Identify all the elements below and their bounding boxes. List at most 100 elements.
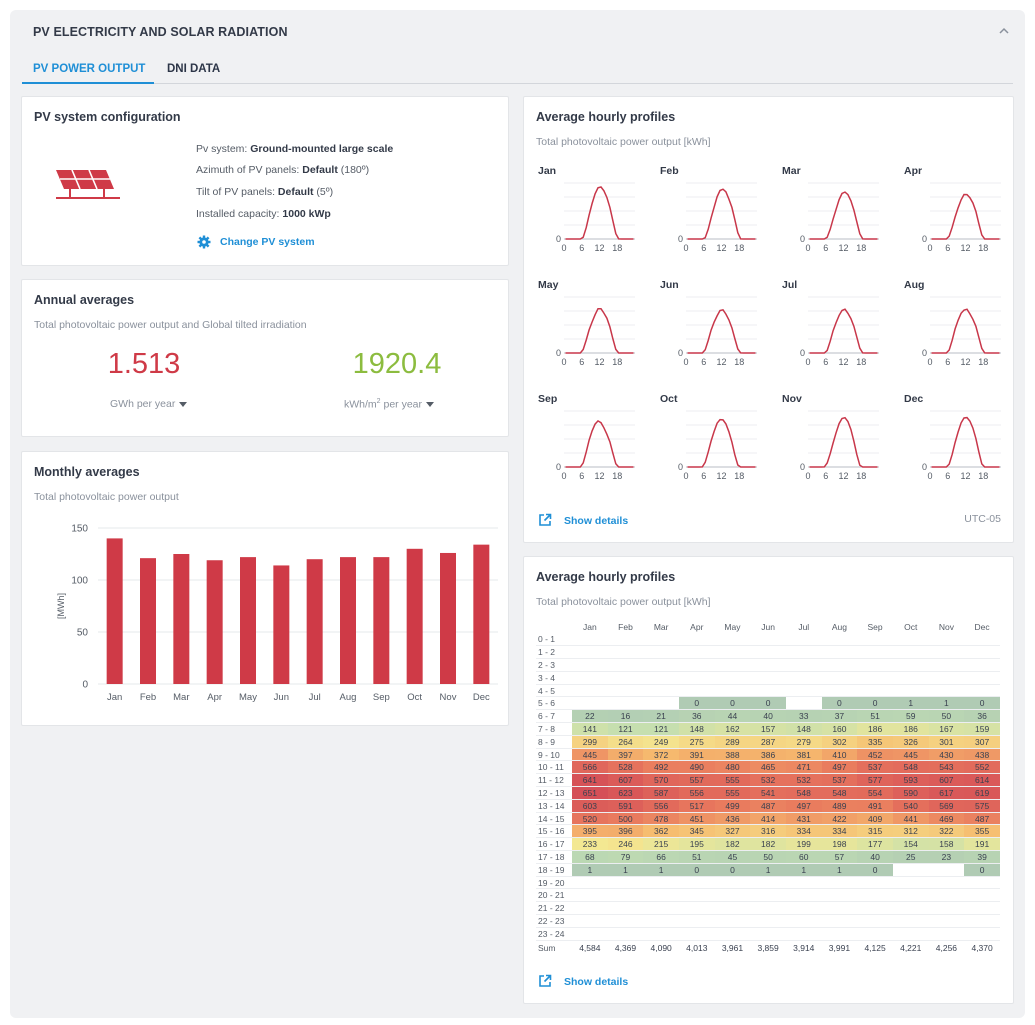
table-cell: 287 xyxy=(750,735,786,749)
bar-sep[interactable] xyxy=(373,557,390,684)
mini-chart-sep[interactable]: Sep 0 0 6 12 18 xyxy=(538,393,648,493)
bar-dec[interactable] xyxy=(473,544,490,684)
mini-chart-nov[interactable]: Nov 0 0 6 12 18 xyxy=(782,393,892,493)
table-cell: 334 xyxy=(785,824,822,839)
table-cell: 249 xyxy=(643,735,679,749)
chevron-up-icon[interactable] xyxy=(997,24,1011,38)
mini-chart-may[interactable]: May 0 0 6 12 18 xyxy=(538,279,648,379)
bar-jan[interactable] xyxy=(106,538,123,684)
table-cell xyxy=(714,876,751,890)
config-azimuth: Azimuth of PV panels: Default (180º) xyxy=(196,164,370,176)
mini-y-tick: 0 xyxy=(678,348,683,358)
table-cell: 487 xyxy=(750,799,786,813)
external-link-icon[interactable] xyxy=(538,513,552,527)
table-cell xyxy=(892,914,929,928)
y-tick-label: 0 xyxy=(82,680,88,691)
mini-x-tick: 6 xyxy=(579,471,584,481)
mini-chart-mar[interactable]: Mar 0 0 6 12 18 xyxy=(782,165,892,265)
bar-nov[interactable] xyxy=(440,552,456,684)
mini-x-tick: 18 xyxy=(978,243,988,253)
mini-chart-oct[interactable]: Oct 0 0 6 12 18 xyxy=(660,393,770,493)
table-cell xyxy=(892,671,929,685)
row-label: 4 - 5 xyxy=(536,684,572,698)
table-cell xyxy=(785,927,822,941)
mini-x-tick: 6 xyxy=(823,243,828,253)
table-cell xyxy=(785,645,822,660)
mini-x-tick: 6 xyxy=(945,471,950,481)
table-cell: 57 xyxy=(821,850,858,864)
table-cell: 0 xyxy=(714,696,751,711)
table-cell: 532 xyxy=(750,773,786,788)
tab-dni-data[interactable]: DNI DATA xyxy=(167,63,221,75)
tab-pv-power-output[interactable]: PV POWER OUTPUT xyxy=(33,63,146,75)
mini-chart-dec[interactable]: Dec 0 0 6 12 18 xyxy=(904,393,1014,493)
row-label: 19 - 20 xyxy=(536,876,572,890)
mini-x-tick: 12 xyxy=(838,357,848,367)
table-cell: 148 xyxy=(678,722,715,736)
show-details-link[interactable]: Show details xyxy=(564,515,629,527)
table-subtitle: Total photovoltaic power output [kWh] xyxy=(536,596,711,608)
table-cell: 548 xyxy=(892,760,929,775)
table-cell: 410 xyxy=(821,748,858,762)
table-cell: 381 xyxy=(785,748,822,762)
row-label: 9 - 10 xyxy=(536,748,572,762)
table-cell xyxy=(572,888,608,903)
column-header: Apr xyxy=(690,622,704,632)
table-cell: 587 xyxy=(643,786,679,800)
mini-chart-jun[interactable]: Jun 0 0 6 12 18 xyxy=(660,279,770,379)
mini-x-tick: 18 xyxy=(612,243,622,253)
mini-chart-jul[interactable]: Jul 0 0 6 12 18 xyxy=(782,279,892,379)
bar-feb[interactable] xyxy=(140,558,156,684)
row-label: 13 - 14 xyxy=(536,799,572,813)
external-link-icon[interactable] xyxy=(538,974,552,988)
pv-annual-value: 1.513 xyxy=(107,348,181,380)
table-cell xyxy=(643,645,679,660)
table-cell: 1 xyxy=(750,863,786,877)
table-cell: 157 xyxy=(750,722,786,736)
bar-apr[interactable] xyxy=(206,560,223,684)
table-cell: 575 xyxy=(964,799,1000,813)
bar-mar[interactable] xyxy=(173,554,190,684)
column-header: Jan xyxy=(582,622,597,632)
table-cell xyxy=(714,645,751,660)
table-cell: 45 xyxy=(714,850,751,864)
table-row: 19 - 20 xyxy=(536,876,1000,890)
table-cell: 159 xyxy=(964,722,1000,736)
mini-x-tick: 12 xyxy=(594,471,604,481)
table-cell xyxy=(964,671,1000,685)
table-cell: 577 xyxy=(857,773,893,788)
table-cell: 532 xyxy=(785,773,822,788)
mini-x-tick: 6 xyxy=(701,243,706,253)
x-tick-label: Sep xyxy=(373,692,390,703)
table-cell: 1 xyxy=(821,863,858,877)
mini-chart-aug[interactable]: Aug 0 0 6 12 18 xyxy=(904,279,1014,379)
table-cell: 1 xyxy=(928,696,965,711)
change-pv-system-link[interactable]: Change PV system xyxy=(220,236,315,248)
table-cell xyxy=(785,696,822,711)
row-label: 11 - 12 xyxy=(536,773,572,788)
mini-chart-feb[interactable]: Feb 0 0 6 12 18 xyxy=(660,165,770,265)
mini-chart-label: Nov xyxy=(782,393,802,405)
table-cell: 430 xyxy=(928,748,965,762)
table-cell: 158 xyxy=(928,837,965,852)
mini-chart-jan[interactable]: Jan 0 0 6 12 18 xyxy=(538,165,648,265)
bar-oct[interactable] xyxy=(406,548,423,684)
bar-aug[interactable] xyxy=(340,557,356,684)
mini-x-tick: 12 xyxy=(716,357,726,367)
table-cell: 79 xyxy=(607,850,644,864)
annual-subtitle: Total photovoltaic power output and Glob… xyxy=(34,319,307,331)
table-cell xyxy=(714,684,751,698)
show-details-link-table[interactable]: Show details xyxy=(564,976,629,988)
bar-may[interactable] xyxy=(240,557,256,684)
mini-x-tick: 18 xyxy=(612,357,622,367)
table-cell xyxy=(857,927,893,941)
gti-unit-dropdown[interactable]: kWh/m2 per year xyxy=(344,398,435,411)
bar-jul[interactable] xyxy=(306,559,323,684)
table-cell: 154 xyxy=(892,837,929,852)
pv-unit-dropdown[interactable]: GWh per year xyxy=(110,398,188,410)
mini-chart-label: Feb xyxy=(660,165,679,177)
mini-chart-apr[interactable]: Apr 0 0 6 12 18 xyxy=(904,165,1014,265)
table-cell xyxy=(892,645,929,660)
bar-jun[interactable] xyxy=(273,565,290,684)
table-cell xyxy=(750,888,786,903)
